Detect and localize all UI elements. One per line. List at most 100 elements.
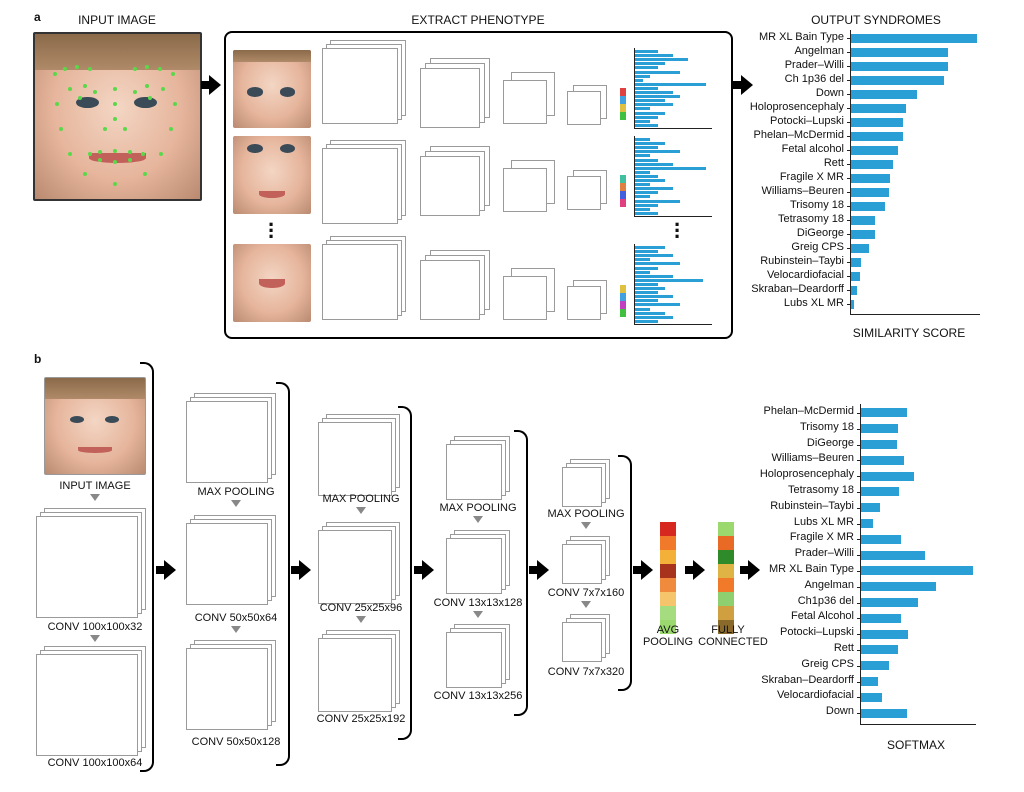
mini-bar — [635, 191, 658, 195]
feature-map-stack — [567, 280, 607, 325]
chart-bar — [851, 257, 862, 267]
chart-bar — [861, 408, 907, 418]
mini-bar — [635, 166, 707, 170]
mini-bar — [635, 119, 650, 123]
chart-bar — [861, 503, 881, 513]
chart-tick — [847, 192, 850, 193]
chart-axis-bottom — [860, 724, 976, 725]
conv-label: CONV 50x50x64 — [194, 612, 278, 624]
conv-stack — [318, 630, 400, 712]
mini-axis-bottom — [634, 216, 712, 217]
chart-bar — [851, 243, 869, 253]
softmax-axis-label: SOFTMAX — [886, 738, 946, 752]
chart-bar — [861, 519, 874, 528]
conv-label: CONV 7x7x160 — [547, 587, 625, 599]
chart-bar — [851, 201, 886, 211]
mini-bar — [635, 183, 650, 187]
conv-stack — [562, 459, 610, 507]
mini-bar — [635, 54, 673, 58]
chart-category-label: Holoprosencephaly — [759, 468, 854, 481]
chart-bar — [851, 75, 945, 85]
chart-category-label: Fragile X MR — [779, 171, 844, 183]
fully-connected-label: CONNECTED — [698, 636, 768, 648]
conv-stack — [318, 414, 400, 496]
conv-stack — [186, 515, 276, 605]
mini-bar — [635, 203, 658, 207]
chart-bar — [851, 159, 893, 169]
chart-tick — [857, 618, 860, 620]
chart-bar — [861, 471, 914, 481]
chart-category-label: Ch 1p36 del — [784, 73, 844, 85]
chart-tick — [857, 586, 860, 588]
chart-bar — [861, 550, 925, 560]
mini-axis-bottom — [634, 128, 712, 129]
chart-tick — [857, 602, 860, 604]
mini-bar — [635, 187, 673, 191]
feature-map-stack — [420, 58, 490, 128]
chart-bar — [851, 103, 907, 113]
mini-bar — [635, 287, 665, 290]
mini-bar — [635, 115, 658, 119]
chart-bar — [851, 173, 891, 183]
facial-landmarks — [53, 65, 177, 186]
chart-tick — [857, 713, 860, 715]
chart-category-label: Greig CPS — [791, 241, 844, 253]
chart-bar — [861, 566, 973, 576]
chart-bar — [851, 33, 977, 43]
mini-bar — [635, 170, 650, 174]
conv-stack — [562, 614, 610, 662]
ellipsis-dots: · · · — [268, 212, 276, 249]
chart-category-label: DiGeorge — [796, 227, 844, 239]
chart-category-label: Fetal alcohol — [781, 143, 844, 155]
mini-bar — [635, 195, 650, 199]
mini-bar — [635, 266, 658, 270]
chart-tick — [847, 52, 850, 53]
chart-category-label: Trisomy 18 — [790, 199, 844, 211]
chart-category-label: Ch1p36 del — [797, 594, 854, 607]
chart-category-label: Velocardiofacial — [766, 269, 844, 281]
chart-tick — [847, 136, 850, 137]
down-arrow — [473, 611, 483, 618]
chart-category-label: Down — [825, 705, 854, 718]
mini-bar — [635, 295, 673, 299]
chart-bar — [851, 229, 875, 239]
chart-tick — [847, 94, 850, 95]
chart-tick — [847, 262, 850, 263]
mini-bar — [635, 150, 680, 154]
down-arrow — [231, 500, 241, 507]
similarity-score-axis-label: SIMILARITY SCORE — [852, 326, 966, 340]
chart-category-label: Fragile X MR — [789, 531, 854, 544]
conv-label: CONV 25x25x96 — [319, 602, 403, 614]
ellipsis-dots: · · · — [674, 212, 682, 249]
mini-bar — [635, 58, 688, 62]
chart-category-label: Potocki–Lupski — [770, 115, 844, 127]
chart-tick — [857, 649, 860, 651]
feature-map-stack — [567, 85, 607, 130]
mini-bar — [635, 70, 680, 74]
similarity-score-chart: MR XL Bain Type Angelman Prader–Willi Ch 1p… — [736, 28, 986, 318]
mini-bar — [635, 174, 658, 178]
conv-stack — [36, 508, 148, 618]
avg-pooling-label: POOLING — [642, 636, 694, 648]
max-pooling-label: MAX POOLING — [547, 508, 625, 520]
chart-category-label: Angelman — [794, 45, 844, 57]
input-face-image — [33, 32, 202, 201]
chart-category-label: Lubs XL MR — [783, 297, 844, 309]
mini-bar — [635, 86, 658, 90]
avg-pooling-vector — [660, 522, 676, 634]
conv-label: CONV 7x7x320 — [547, 666, 625, 678]
chart-category-label: Greig CPS — [801, 657, 854, 670]
chart-category-label: Trisomy 18 — [800, 420, 854, 433]
chart-category-label: Phelan–McDermid — [753, 129, 844, 141]
mini-bar — [635, 270, 650, 274]
feature-map-stack — [420, 146, 490, 216]
face-crop-mouth — [233, 244, 311, 322]
mini-bar — [635, 158, 658, 162]
conv-label: CONV 50x50x128 — [191, 736, 281, 748]
chart-category-label: Williams–Beuren — [771, 452, 854, 465]
chart-tick — [847, 66, 850, 67]
chart-category-label: MR XL Bain Type — [769, 563, 854, 575]
feature-vector — [620, 175, 626, 207]
chart-bar — [861, 708, 907, 718]
chart-bar — [851, 285, 858, 295]
